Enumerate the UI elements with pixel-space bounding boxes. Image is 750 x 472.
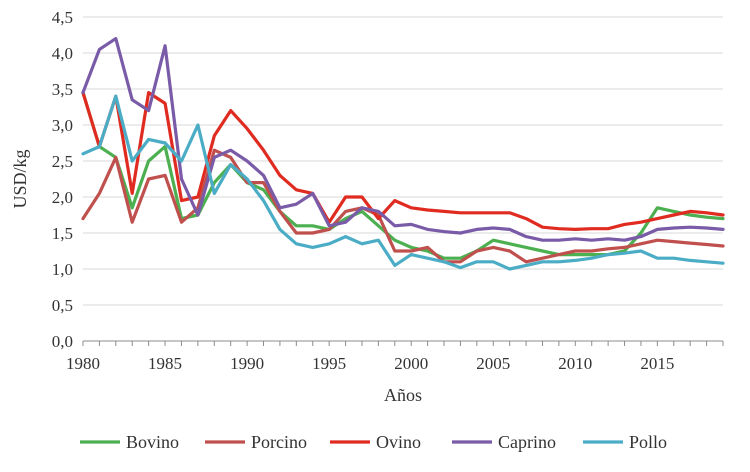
x-axis-label: Años	[384, 385, 422, 405]
series-lines	[81, 36, 725, 271]
legend: Bovino Porcino Ovino Caprino Pollo	[80, 432, 667, 452]
y-tick-label: 0,0	[52, 332, 73, 351]
y-tick-label: 4,5	[52, 8, 73, 27]
legend-entry: Pollo	[629, 432, 667, 452]
x-axis-ticks: 1980 1985 1990 1995 2000 2005 2010 2015	[66, 354, 674, 373]
legend-entry: Bovino	[126, 432, 179, 452]
series-line-pollo	[81, 94, 725, 271]
x-tick-label: 1985	[148, 354, 182, 373]
y-tick-label: 4,0	[52, 44, 73, 63]
y-tick-label: 2,5	[52, 152, 73, 171]
x-tick-label: 2005	[476, 354, 510, 373]
x-axis	[82, 340, 724, 346]
x-tick-label: 1980	[66, 354, 100, 373]
legend-entry: Ovino	[376, 432, 421, 452]
series-line-caprino	[81, 36, 725, 242]
y-tick-label: 1,0	[52, 260, 73, 279]
x-tick-label: 2010	[558, 354, 592, 373]
y-axis-ticks: 0,0 0,5 1,0 1,5 2,0 2,5 3,0 3,5 4,0 4,5	[52, 8, 73, 351]
y-tick-label: 3,5	[52, 80, 73, 99]
y-tick-label: 3,0	[52, 116, 73, 135]
y-tick-label: 1,5	[52, 224, 73, 243]
y-tick-label: 2,0	[52, 188, 73, 207]
x-tick-label: 2000	[394, 354, 428, 373]
series-line-porcino	[81, 148, 725, 264]
y-tick-label: 0,5	[52, 296, 73, 315]
y-axis-label: USD/kg	[10, 149, 30, 208]
x-tick-label: 2015	[640, 354, 674, 373]
x-tick-label: 1995	[312, 354, 346, 373]
legend-entry: Porcino	[251, 432, 307, 452]
x-tick-label: 1990	[230, 354, 264, 373]
legend-entry: Caprino	[498, 432, 556, 452]
